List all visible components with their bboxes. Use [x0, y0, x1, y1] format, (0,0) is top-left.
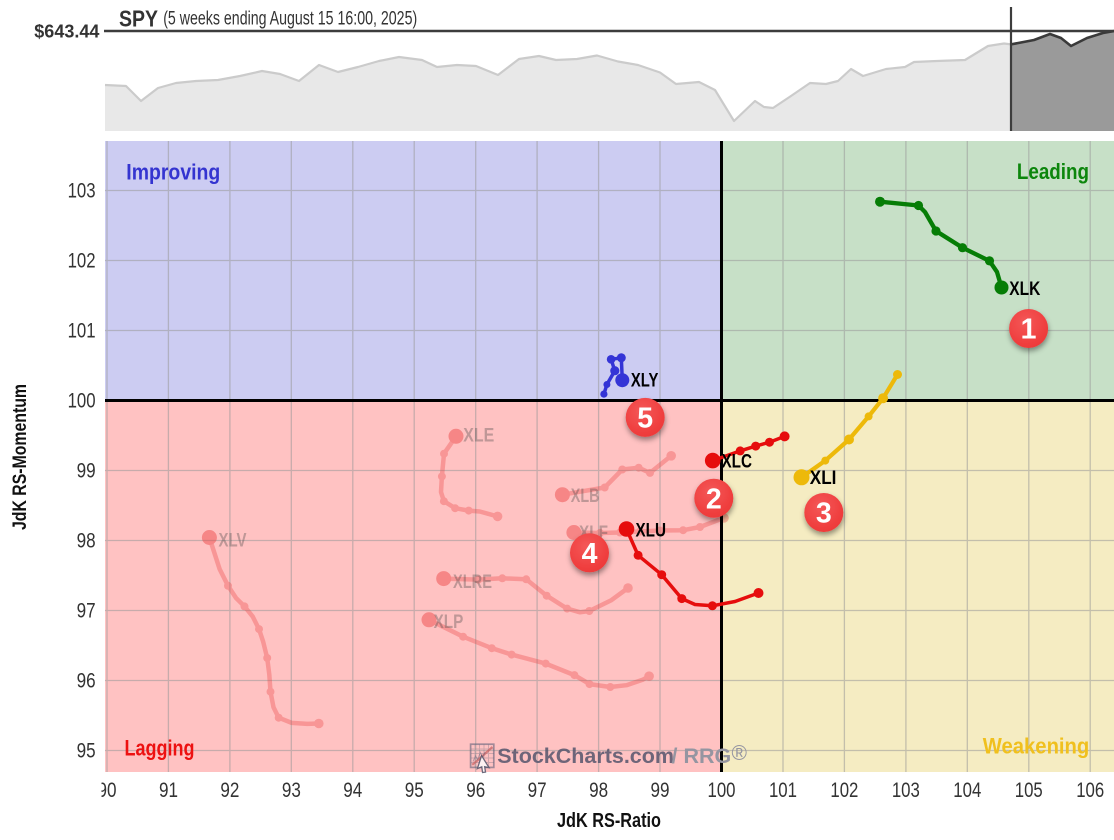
svg-text:XLE: XLE — [463, 425, 494, 446]
svg-text:97: 97 — [77, 600, 96, 623]
svg-text:102: 102 — [68, 250, 96, 273]
svg-text:3: 3 — [816, 498, 832, 530]
svg-text:96: 96 — [466, 779, 485, 802]
svg-text:4: 4 — [582, 538, 598, 570]
svg-text:97: 97 — [528, 779, 547, 802]
svg-text:XLK: XLK — [1009, 279, 1040, 300]
svg-text:XLP: XLP — [434, 612, 464, 633]
svg-text:101: 101 — [68, 320, 96, 343]
svg-text:100: 100 — [708, 779, 736, 802]
svg-text:95: 95 — [77, 740, 96, 763]
svg-text:105: 105 — [1015, 779, 1043, 802]
svg-text:100: 100 — [68, 390, 96, 413]
svg-text:$643.44: $643.44 — [34, 22, 99, 42]
svg-text:98: 98 — [589, 779, 608, 802]
svg-text:1: 1 — [1021, 314, 1037, 346]
svg-text:®: ® — [732, 742, 748, 765]
svg-text:XLV: XLV — [219, 531, 247, 552]
svg-text:99: 99 — [651, 779, 670, 802]
svg-text:JdK RS-Momentum: JdK RS-Momentum — [10, 384, 31, 530]
svg-text:XLY: XLY — [631, 371, 659, 392]
svg-text:92: 92 — [220, 779, 239, 802]
svg-text:102: 102 — [830, 779, 858, 802]
svg-text:98: 98 — [77, 530, 96, 553]
svg-text:96: 96 — [77, 670, 96, 693]
svg-text:Weakening: Weakening — [983, 733, 1090, 758]
svg-text:101: 101 — [769, 779, 797, 802]
svg-text:2: 2 — [706, 483, 722, 515]
svg-text:5: 5 — [637, 403, 653, 435]
svg-text:JdK RS-Ratio: JdK RS-Ratio — [557, 810, 661, 832]
svg-text:XLRE: XLRE — [453, 572, 492, 593]
svg-text:XLU: XLU — [636, 521, 667, 542]
svg-text:/ RRG: / RRG — [672, 744, 732, 768]
svg-text:93: 93 — [282, 779, 301, 802]
svg-text:XLC: XLC — [722, 451, 753, 472]
svg-text:StockCharts.com: StockCharts.com — [497, 744, 674, 768]
svg-text:95: 95 — [405, 779, 424, 802]
svg-text:(5 weeks ending August 15 16:0: (5 weeks ending August 15 16:00, 2025) — [163, 9, 417, 30]
svg-text:Leading: Leading — [1017, 159, 1089, 184]
svg-text:103: 103 — [68, 180, 96, 203]
svg-text:Lagging: Lagging — [125, 736, 195, 761]
svg-text:XLI: XLI — [810, 468, 837, 489]
svg-text:99: 99 — [77, 460, 96, 483]
svg-text:94: 94 — [343, 779, 362, 802]
svg-text:104: 104 — [953, 779, 981, 802]
svg-text:XLB: XLB — [571, 486, 600, 507]
svg-text:SPY: SPY — [119, 5, 158, 31]
svg-text:103: 103 — [892, 779, 920, 802]
svg-text:106: 106 — [1076, 779, 1104, 802]
svg-text:91: 91 — [159, 779, 178, 802]
svg-text:Improving: Improving — [126, 160, 220, 185]
